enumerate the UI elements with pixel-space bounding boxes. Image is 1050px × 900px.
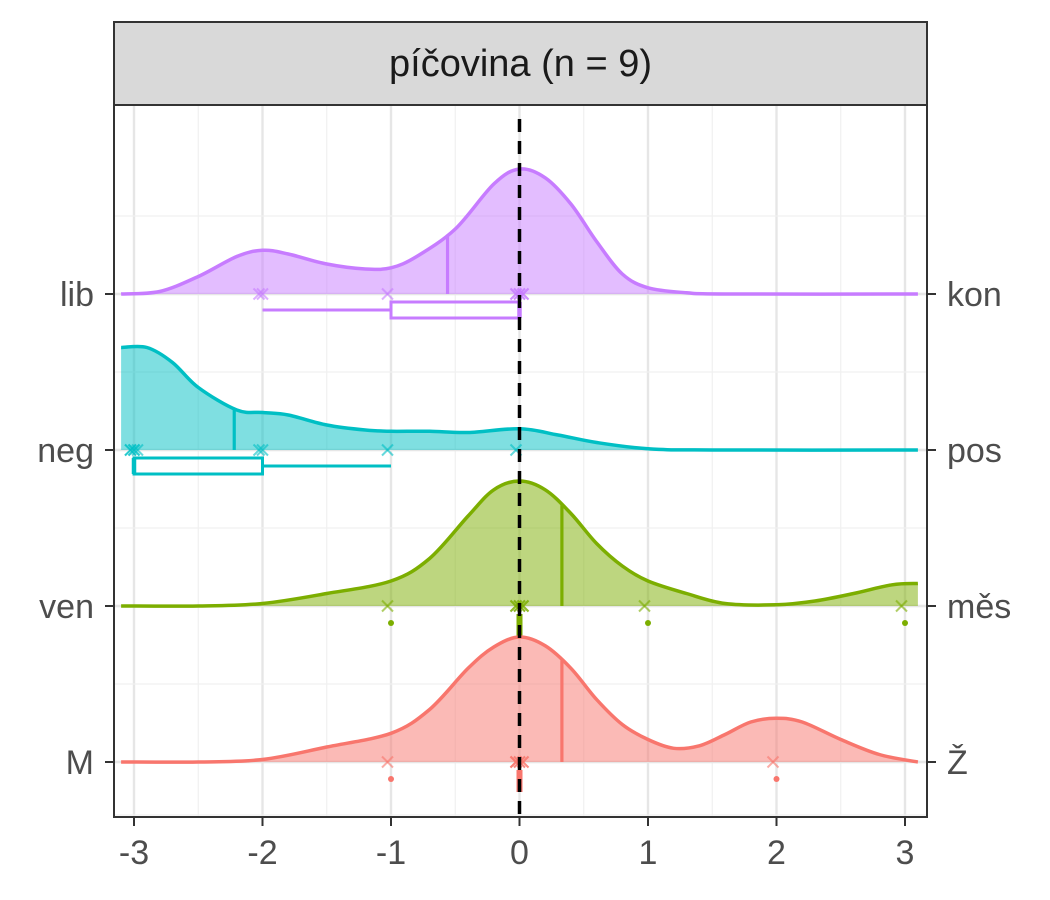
- outlier-dot: [902, 620, 908, 626]
- point-marker: [381, 755, 394, 769]
- point-marker-stroke: [124, 443, 137, 457]
- density-line: [121, 479, 918, 608]
- facet-strip-background: [113, 21, 928, 106]
- x-tick-label: -1: [376, 834, 406, 872]
- point-marker: [252, 443, 266, 457]
- outlier-dot: [388, 776, 394, 782]
- point-marker-stroke: [381, 755, 394, 769]
- point-marker: [381, 599, 394, 613]
- point-marker: [766, 755, 780, 769]
- x-tick-label: 1: [639, 834, 658, 872]
- point-marker: [127, 443, 141, 457]
- outlier-dot: [773, 776, 780, 782]
- point-marker: [895, 599, 908, 613]
- point-marker: [256, 287, 269, 301]
- point-marker: [256, 443, 269, 457]
- density-line: [120, 167, 918, 296]
- point-marker-stroke: [895, 599, 908, 613]
- facet-title: píčovina (n = 9): [389, 43, 652, 85]
- right-tick-label: měs: [947, 588, 1011, 626]
- x-tick-label: 2: [767, 834, 786, 872]
- point-marker-stroke: [513, 287, 526, 301]
- x-tick-label: 0: [510, 834, 529, 872]
- point-marker-stroke: [127, 443, 141, 457]
- right-tick-label: kon: [947, 276, 1002, 314]
- point-marker-stroke: [252, 287, 266, 301]
- point-marker-stroke: [381, 287, 394, 301]
- point-marker-stroke: [256, 287, 269, 301]
- left-tick-label: M: [66, 744, 94, 782]
- left-tick-label: lib: [60, 276, 94, 314]
- x-tick-label: -3: [119, 834, 149, 872]
- point-marker-stroke: [509, 443, 523, 457]
- right-tick-label: Ž: [947, 744, 968, 782]
- x-tick-label: 3: [896, 834, 915, 872]
- density-line: [121, 635, 919, 764]
- point-marker: [124, 443, 137, 457]
- density-line: [121, 344, 918, 452]
- point-marker-stroke: [252, 443, 266, 457]
- point-marker-stroke: [256, 443, 269, 457]
- point-marker-stroke: [766, 755, 780, 769]
- x-axis: -3 -2 -1 0 1 2 3: [119, 817, 915, 872]
- point-marker: [381, 443, 394, 457]
- point-marker-stroke: [638, 599, 651, 613]
- x-tick-label: -2: [247, 834, 277, 872]
- point-marker: [513, 287, 526, 301]
- point-marker: [252, 287, 266, 301]
- right-tick-label: pos: [947, 432, 1002, 470]
- point-marker: [381, 287, 394, 301]
- facet-strip: píčovina (n = 9): [113, 21, 928, 106]
- box-plot: [131, 456, 391, 476]
- left-tick-label: ven: [39, 588, 94, 626]
- point-marker-stroke: [381, 599, 394, 613]
- point-marker: [638, 599, 651, 613]
- point-marker-stroke: [381, 443, 394, 457]
- outlier-dot: [645, 620, 651, 626]
- outlier-dot: [388, 620, 394, 626]
- ridge-neg: [121, 344, 918, 476]
- left-tick-label: neg: [37, 432, 94, 470]
